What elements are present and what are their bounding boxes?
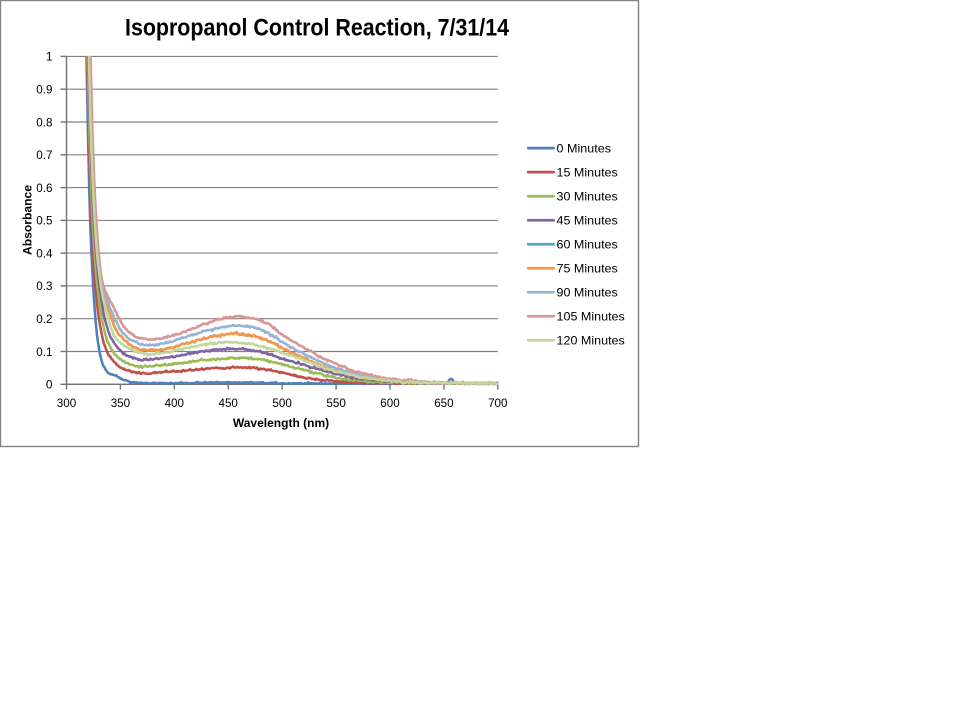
svg-text:90 Minutes: 90 Minutes — [557, 286, 618, 300]
svg-text:60 Minutes: 60 Minutes — [557, 238, 618, 252]
svg-text:550: 550 — [326, 396, 346, 410]
svg-text:105 Minutes: 105 Minutes — [557, 310, 625, 324]
svg-text:1: 1 — [46, 50, 53, 64]
svg-text:75 Minutes: 75 Minutes — [557, 262, 618, 276]
svg-text:600: 600 — [380, 396, 400, 410]
svg-text:30 Minutes: 30 Minutes — [557, 190, 618, 204]
svg-text:15 Minutes: 15 Minutes — [557, 165, 618, 179]
svg-text:400: 400 — [165, 396, 185, 410]
svg-text:Isopropanol Control Reaction,: Isopropanol Control Reaction, 7/31/14 — [125, 16, 509, 42]
svg-text:0.4: 0.4 — [36, 246, 53, 260]
svg-text:0.8: 0.8 — [36, 115, 53, 129]
svg-text:700: 700 — [488, 396, 508, 410]
svg-text:0.3: 0.3 — [36, 279, 53, 293]
svg-text:Wavelength (nm): Wavelength (nm) — [233, 416, 329, 430]
svg-text:0 Minutes: 0 Minutes — [557, 141, 612, 155]
svg-text:500: 500 — [272, 396, 292, 410]
svg-text:0.2: 0.2 — [36, 312, 53, 326]
svg-text:Absorbance: Absorbance — [21, 185, 35, 255]
svg-text:120 Minutes: 120 Minutes — [557, 334, 625, 348]
svg-text:0.7: 0.7 — [36, 148, 53, 162]
svg-text:0.9: 0.9 — [36, 83, 53, 97]
svg-text:0.6: 0.6 — [36, 181, 53, 195]
svg-text:45 Minutes: 45 Minutes — [557, 214, 618, 228]
svg-text:0.1: 0.1 — [36, 345, 53, 359]
svg-text:300: 300 — [57, 396, 77, 410]
svg-text:350: 350 — [111, 396, 131, 410]
svg-text:0: 0 — [46, 378, 53, 392]
svg-text:0.5: 0.5 — [36, 214, 53, 228]
svg-text:650: 650 — [434, 396, 454, 410]
svg-text:450: 450 — [219, 396, 239, 410]
